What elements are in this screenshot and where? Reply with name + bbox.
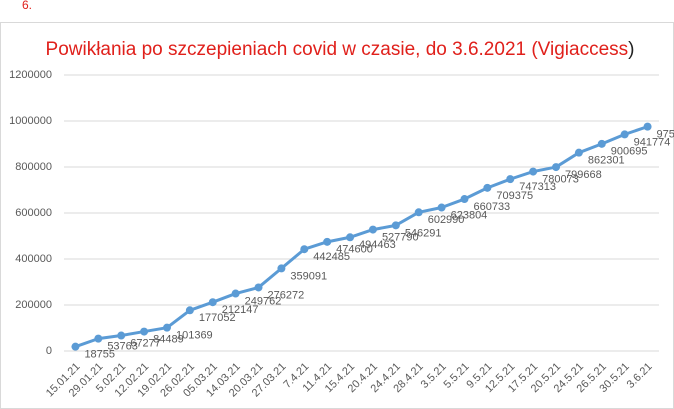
data-point	[391, 221, 400, 230]
chart-title: Powikłania po szczepieniach covid w czas…	[46, 39, 635, 60]
data-label: 442485	[313, 251, 350, 263]
data-label: 177052	[199, 312, 236, 324]
y-tick-label: 400000	[15, 253, 52, 265]
data-label: 359091	[290, 270, 327, 282]
heading: 6.	[22, 0, 32, 12]
data-point	[208, 298, 217, 307]
data-label: 602990	[428, 214, 465, 226]
data-point	[437, 203, 446, 212]
data-point	[117, 331, 126, 340]
data-label: 546291	[405, 227, 442, 239]
data-label: 660733	[473, 201, 510, 213]
data-point	[597, 139, 606, 148]
data-label: 941774	[634, 136, 671, 148]
data-point	[162, 323, 171, 332]
y-tick-label: 600000	[15, 207, 52, 219]
y-tick-label: 200000	[15, 299, 52, 311]
data-point	[620, 130, 629, 139]
title-text: Powikłania po szczepieniach covid w czas…	[46, 39, 629, 60]
data-label: 67277	[130, 337, 161, 349]
data-label: 276272	[268, 289, 305, 301]
data-point	[94, 334, 103, 343]
data-point	[414, 208, 423, 217]
data-label: 975559	[657, 129, 674, 141]
data-label: 494463	[359, 239, 396, 251]
chart-frame	[0, 22, 674, 409]
data-label: 474600	[336, 244, 373, 256]
data-point	[323, 237, 332, 246]
data-label: 212147	[222, 304, 259, 316]
data-point	[552, 163, 561, 172]
y-tick-label: 0	[46, 345, 52, 357]
data-point	[185, 306, 194, 315]
data-label: 84489	[153, 333, 184, 345]
data-point	[346, 233, 355, 242]
data-point	[529, 167, 538, 176]
data-point	[460, 195, 469, 204]
data-point	[643, 122, 652, 131]
y-tick-label: 800000	[15, 161, 52, 173]
data-point	[254, 283, 263, 292]
data-label: 101369	[176, 330, 213, 342]
data-point	[71, 342, 80, 351]
data-label: 780073	[542, 173, 579, 185]
data-label: 862301	[588, 155, 625, 167]
data-point	[140, 327, 149, 336]
data-label: 249762	[245, 295, 282, 307]
data-label: 747313	[519, 181, 556, 193]
data-point	[506, 175, 515, 184]
data-label: 709375	[496, 190, 533, 202]
data-label: 799668	[565, 169, 602, 181]
data-label: 53763	[107, 341, 138, 353]
data-point	[231, 289, 240, 298]
data-point	[277, 264, 286, 273]
data-point	[483, 183, 492, 192]
data-point	[574, 148, 583, 157]
data-point	[300, 245, 309, 254]
y-tick-label: 1200000	[9, 69, 52, 81]
title-end: )	[628, 39, 634, 60]
data-label: 900695	[611, 146, 648, 158]
data-label: 18755	[84, 349, 115, 361]
data-point	[368, 225, 377, 234]
data-label: 527790	[382, 232, 419, 244]
data-label: 623804	[451, 209, 488, 221]
y-tick-label: 1000000	[9, 115, 52, 127]
